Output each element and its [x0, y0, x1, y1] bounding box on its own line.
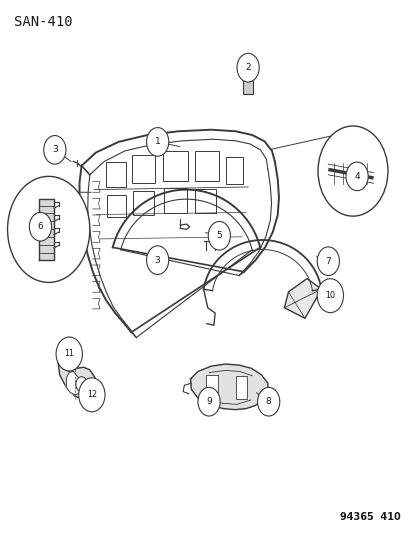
Circle shape [345, 162, 367, 191]
Circle shape [257, 387, 279, 416]
Circle shape [316, 279, 343, 313]
Text: 3: 3 [52, 146, 57, 155]
Bar [242, 78, 252, 94]
Text: 94365  410: 94365 410 [339, 512, 399, 522]
Bar [194, 189, 216, 214]
Circle shape [78, 378, 105, 412]
Bar [106, 161, 126, 187]
Bar [132, 155, 154, 183]
Text: 8: 8 [265, 397, 271, 406]
Bar [164, 188, 186, 214]
Circle shape [208, 221, 230, 250]
Polygon shape [39, 199, 54, 260]
Text: 5: 5 [216, 231, 222, 240]
Text: 2: 2 [245, 63, 250, 72]
Bar [133, 191, 153, 215]
Polygon shape [284, 279, 320, 318]
Text: 1: 1 [154, 138, 160, 147]
Circle shape [7, 176, 90, 282]
Text: 9: 9 [206, 397, 211, 406]
Circle shape [29, 213, 52, 241]
Text: 7: 7 [325, 257, 330, 265]
Polygon shape [58, 349, 96, 400]
Bar [195, 151, 219, 181]
Text: 3: 3 [154, 256, 160, 265]
Polygon shape [66, 372, 81, 395]
Circle shape [56, 337, 82, 371]
Text: 10: 10 [325, 291, 335, 300]
Circle shape [317, 126, 387, 216]
Circle shape [237, 53, 259, 82]
Bar [235, 376, 247, 399]
Circle shape [44, 135, 66, 164]
Circle shape [316, 247, 339, 276]
Text: 6: 6 [38, 222, 43, 231]
Circle shape [146, 246, 169, 274]
Bar [206, 375, 217, 398]
Circle shape [146, 127, 169, 156]
Text: SAN-410: SAN-410 [14, 14, 72, 29]
Bar [225, 157, 242, 184]
Circle shape [76, 377, 87, 392]
Bar [163, 151, 187, 181]
Text: 11: 11 [64, 350, 74, 359]
Bar [107, 195, 125, 217]
Text: 4: 4 [354, 172, 359, 181]
Text: 12: 12 [87, 390, 97, 399]
Polygon shape [190, 364, 267, 410]
Circle shape [197, 387, 220, 416]
